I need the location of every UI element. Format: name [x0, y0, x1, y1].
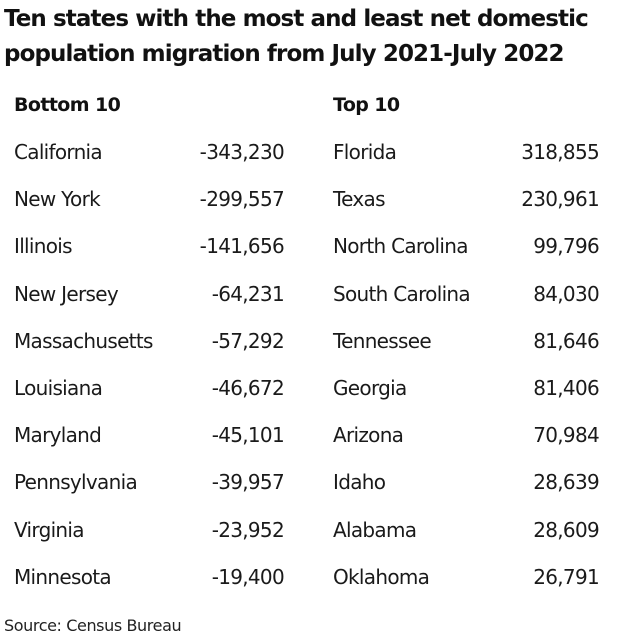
bottom-10-migration-value: -64,231: [211, 281, 285, 306]
bottom-10-row: Minnesota -19,400: [14, 555, 290, 602]
bottom-10-state-name: New York: [14, 187, 101, 212]
top-10-migration-value: 28,639: [533, 470, 599, 495]
bottom-10-row: New York -299,557: [14, 177, 290, 224]
top-10-state-name: Florida: [333, 140, 397, 164]
bottom-10-state-name: Louisiana: [14, 375, 103, 400]
top-10-migration-value: 84,030: [533, 281, 599, 306]
top-10-header: Top 10: [333, 94, 400, 116]
top-10-migration-value: 81,646: [533, 328, 599, 353]
source-note: Source: Census Bureau: [4, 616, 182, 635]
top-10-migration-value: 26,791: [533, 564, 599, 589]
bottom-10-state-name: Massachusetts: [14, 328, 153, 353]
bottom-10-header: Bottom 10: [14, 94, 121, 116]
top-10-row: South Carolina 84,030: [333, 272, 609, 319]
bottom-10-row: Louisiana -46,672: [14, 366, 290, 413]
bottom-10-migration-value: -57,292: [211, 328, 285, 353]
top-10-migration-value: 230,961: [521, 187, 600, 212]
bottom-10-migration-value: -299,557: [199, 187, 285, 212]
top-10-state-name: Oklahoma: [333, 564, 430, 589]
bottom-10-state-name: Minnesota: [14, 564, 112, 589]
chart-title: Ten states with the most and least net d…: [4, 6, 589, 67]
top-10-row: Tennessee 81,646: [333, 319, 609, 366]
top-10-row: Georgia 81,406: [333, 366, 609, 413]
top-10-row: Texas 230,961: [333, 177, 609, 224]
top-10-row: Alabama 28,609: [333, 508, 609, 555]
top-10-state-name: Georgia: [333, 375, 407, 400]
bottom-10-migration-value: -39,957: [211, 470, 285, 495]
bottom-10-migration-value: -343,230: [199, 140, 285, 164]
bottom-10-row: Maryland -45,101: [14, 413, 290, 460]
top-10-state-name: Texas: [333, 187, 385, 212]
top-10-state-name: North Carolina: [333, 234, 468, 259]
bottom-10-migration-value: -19,400: [211, 564, 285, 589]
top-10-row: North Carolina 99,796: [333, 224, 609, 271]
bottom-10-state-name: Virginia: [14, 517, 85, 542]
bottom-10-row: New Jersey -64,231: [14, 272, 290, 319]
bottom-10-row: Pennsylvania -39,957: [14, 460, 290, 507]
top-10-state-name: Tennessee: [333, 328, 432, 353]
bottom-10-row: Illinois -141,656: [14, 224, 290, 271]
top-10-state-name: Arizona: [333, 423, 404, 448]
top-10-row: Arizona 70,984: [333, 413, 609, 460]
top-10-row: Idaho 28,639: [333, 460, 609, 507]
bottom-10-state-name: Maryland: [14, 423, 102, 448]
top-10-migration-value: 28,609: [533, 517, 599, 542]
bottom-10-migration-value: -45,101: [211, 423, 285, 448]
bottom-10-migration-value: -23,952: [211, 517, 285, 542]
bottom-10-migration-value: -141,656: [199, 234, 285, 259]
bottom-10-state-name: California: [14, 140, 103, 164]
bottom-10-row: Massachusetts -57,292: [14, 319, 290, 366]
bottom-10-state-name: New Jersey: [14, 281, 119, 306]
bottom-10-table: California -343,230 New York -299,557 Illino…: [14, 130, 290, 602]
bottom-10-row: Virginia -23,952: [14, 508, 290, 555]
top-10-migration-value: 318,855: [521, 140, 600, 164]
bottom-10-state-name: Pennsylvania: [14, 470, 138, 495]
top-10-migration-value: 99,796: [533, 234, 599, 259]
top-10-state-name: Idaho: [333, 470, 386, 495]
top-10-state-name: Alabama: [333, 517, 417, 542]
top-10-row: Oklahoma 26,791: [333, 555, 609, 602]
top-10-migration-value: 81,406: [533, 375, 599, 400]
top-10-row: Florida 318,855: [333, 130, 609, 177]
top-10-migration-value: 70,984: [533, 423, 599, 448]
bottom-10-state-name: Illinois: [14, 234, 73, 259]
bottom-10-row: California -343,230: [14, 130, 290, 177]
top-10-state-name: South Carolina: [333, 281, 471, 306]
top-10-table: Florida 318,855 Texas 230,961 North Carolina…: [333, 130, 609, 602]
bottom-10-migration-value: -46,672: [211, 375, 285, 400]
